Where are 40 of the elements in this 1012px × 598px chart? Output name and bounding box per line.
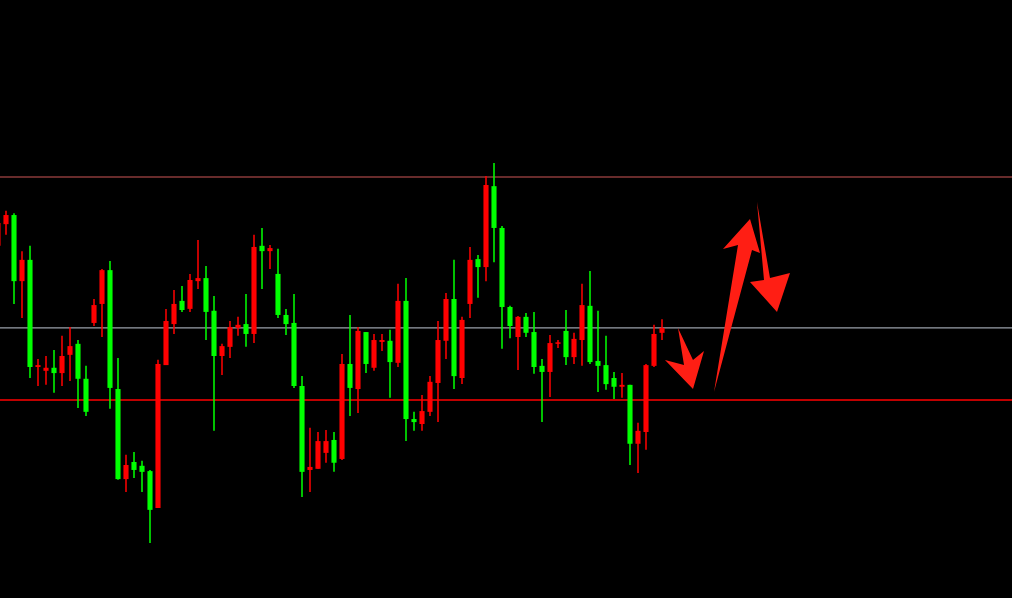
candlestick — [475, 254, 481, 299]
candlestick — [555, 339, 561, 349]
candlestick — [611, 371, 617, 400]
candlestick — [387, 329, 393, 399]
candlestick — [43, 355, 49, 386]
candlestick — [59, 335, 65, 387]
candlestick — [67, 326, 73, 382]
candlestick — [659, 318, 665, 341]
candlestick — [123, 454, 129, 493]
candlestick — [523, 312, 529, 338]
candlestick — [171, 289, 177, 335]
candlestick — [267, 244, 273, 270]
candlestick — [219, 343, 225, 376]
candlestick — [19, 250, 25, 319]
candlestick — [379, 333, 385, 352]
candlestick — [179, 285, 185, 313]
candlestick — [515, 315, 521, 371]
candlestick — [283, 308, 289, 336]
candlestick — [51, 349, 57, 394]
candlestick — [635, 422, 641, 474]
candlestick — [539, 358, 545, 423]
candlestick — [131, 451, 137, 479]
candlestick — [3, 210, 9, 236]
candlestick — [307, 427, 313, 493]
candlestick — [35, 358, 41, 387]
candlestick — [507, 305, 513, 339]
candlestick — [331, 431, 337, 473]
candlestick — [243, 293, 249, 348]
candlestick — [411, 411, 417, 432]
candlestick — [139, 460, 145, 493]
candlestick — [227, 320, 233, 359]
candlestick — [347, 314, 353, 417]
candlestick — [595, 310, 601, 393]
candlestick — [91, 298, 97, 327]
candlestick — [603, 335, 609, 391]
candlestick — [195, 239, 201, 290]
candlestick — [259, 227, 265, 290]
candlestick — [235, 316, 241, 337]
candlestick — [571, 332, 577, 365]
candlestick — [323, 429, 329, 464]
